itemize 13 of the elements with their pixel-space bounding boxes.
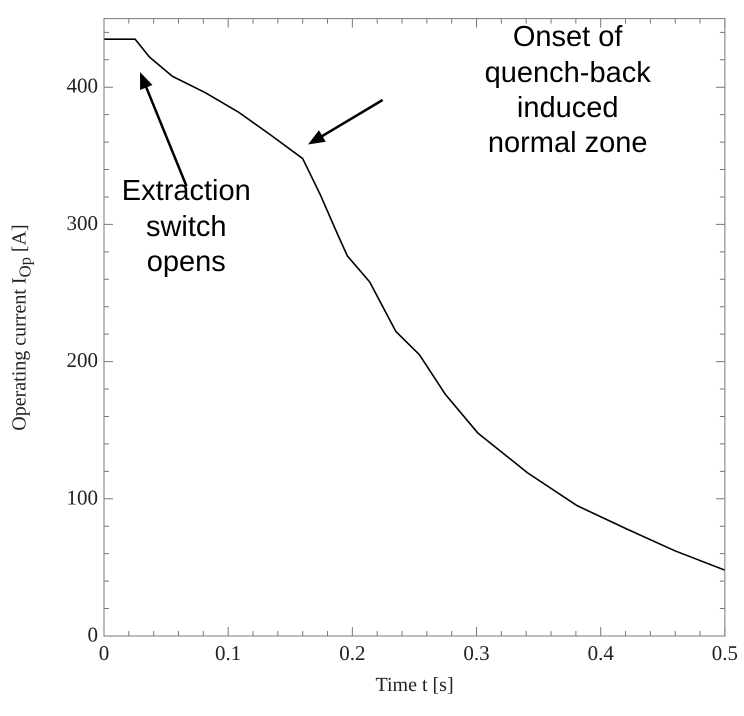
y-tick-label: 300 <box>66 210 98 235</box>
y-tick-label: 0 <box>88 622 98 647</box>
x-tick-label: 0.5 <box>712 641 738 666</box>
y-tick-label: 200 <box>66 348 98 372</box>
x-tick-label: 0.3 <box>463 641 490 666</box>
y-tick-label: 400 <box>66 74 98 98</box>
annotation: Extraction switch opens <box>120 174 252 280</box>
y-tick-label: 100 <box>66 485 98 510</box>
x-axis-title: Time t [s] <box>375 674 454 697</box>
annotation: Onset of quench-back induced normal zone <box>484 20 652 162</box>
x-tick-label: 0.1 <box>215 641 242 666</box>
x-tick-label: 0.2 <box>339 641 366 666</box>
x-tick-label: 0.4 <box>588 641 614 666</box>
